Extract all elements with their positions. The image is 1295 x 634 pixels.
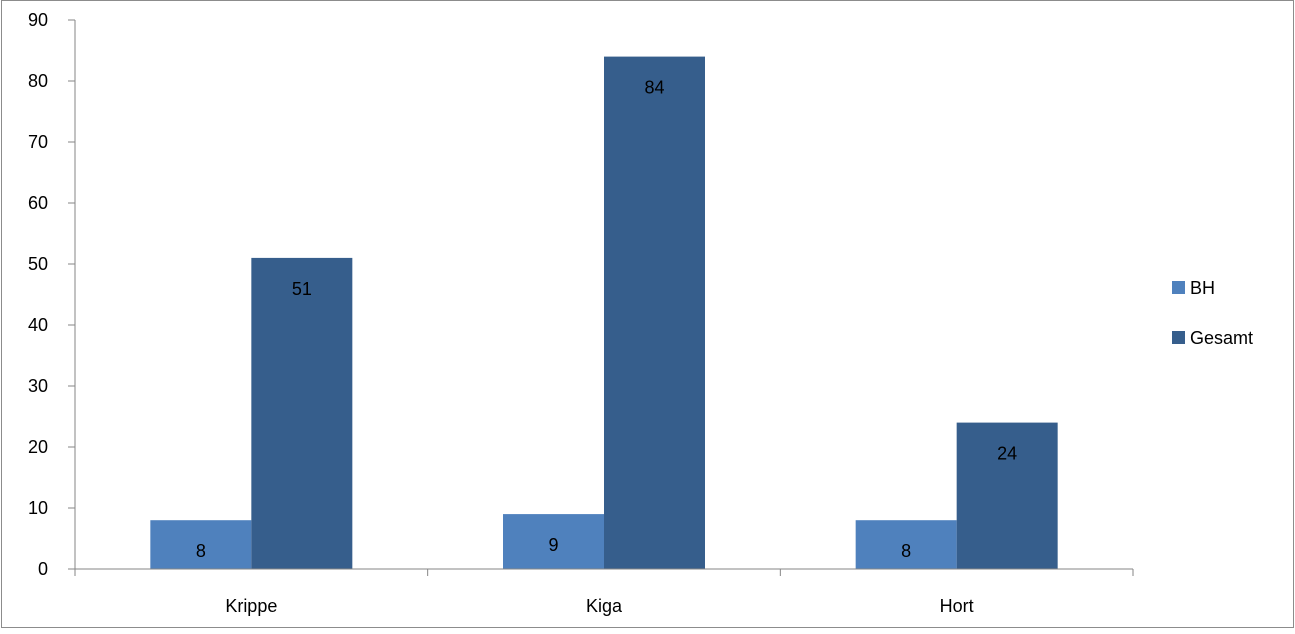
y-tick-label: 20 <box>28 437 48 457</box>
bars-group <box>150 56 1058 570</box>
y-tick-label: 50 <box>28 254 48 274</box>
data-label-bh-krippe: 8 <box>196 541 206 561</box>
bar-gesamt-krippe <box>251 257 353 569</box>
y-tick-label: 90 <box>28 10 48 30</box>
legend: BH Gesamt <box>1172 278 1253 348</box>
legend-swatch-bh <box>1172 281 1185 294</box>
bar-gesamt-hort <box>956 422 1058 569</box>
data-label-bh-kiga: 9 <box>548 535 558 555</box>
data-labels-group: 8 51 9 84 8 24 <box>196 78 1017 562</box>
y-tick-label: 10 <box>28 498 48 518</box>
data-label-gesamt-hort: 24 <box>997 444 1017 464</box>
y-tick-label: 40 <box>28 315 48 335</box>
y-axis: 0 10 20 30 40 50 60 70 80 90 <box>28 10 76 579</box>
x-tick-label-kiga: Kiga <box>586 596 623 616</box>
y-tick-label: 0 <box>38 559 48 579</box>
x-tick-label-hort: Hort <box>940 596 974 616</box>
x-axis: Krippe Kiga Hort <box>74 568 1134 616</box>
legend-label-bh: BH <box>1190 278 1215 298</box>
legend-swatch-gesamt <box>1172 331 1185 344</box>
data-label-gesamt-kiga: 84 <box>644 78 664 98</box>
y-tick-label: 70 <box>28 132 48 152</box>
legend-label-gesamt: Gesamt <box>1190 328 1253 348</box>
data-label-bh-hort: 8 <box>901 541 911 561</box>
bar-bh-hort <box>855 520 957 569</box>
x-tick-label-krippe: Krippe <box>225 596 277 616</box>
bar-bh-krippe <box>150 520 252 569</box>
y-tick-label: 30 <box>28 376 48 396</box>
y-tick-label: 80 <box>28 71 48 91</box>
bar-bh-kiga <box>503 514 604 569</box>
y-tick-label: 60 <box>28 193 48 213</box>
data-label-gesamt-krippe: 51 <box>292 279 312 299</box>
bar-gesamt-kiga <box>604 56 705 570</box>
